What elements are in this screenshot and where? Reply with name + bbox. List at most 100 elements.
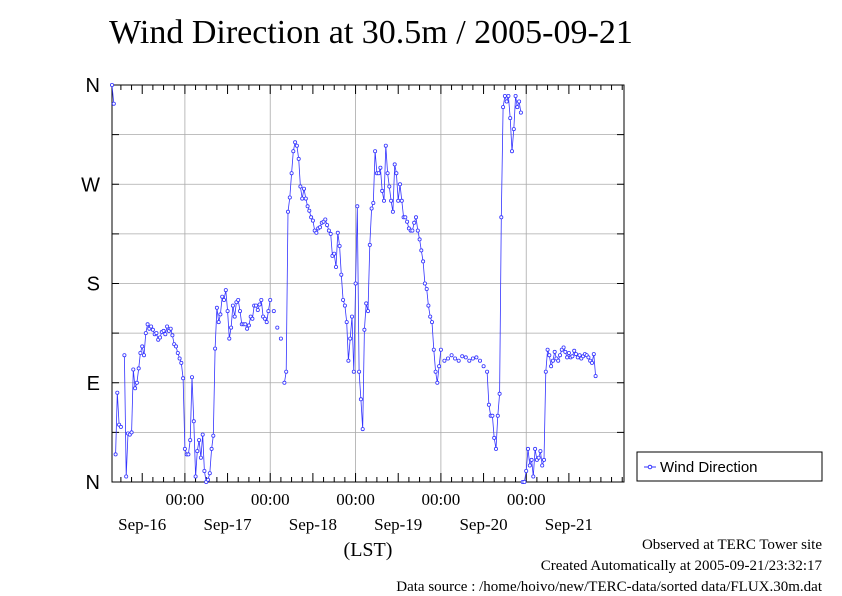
data-point <box>445 356 450 361</box>
x-tick-date-label: Sep-19 <box>374 515 422 534</box>
data-point <box>287 195 292 200</box>
data-point <box>486 402 491 407</box>
data-point <box>419 248 424 253</box>
data-point <box>373 149 378 154</box>
data-point <box>493 446 498 451</box>
data-point <box>182 446 187 451</box>
data-point <box>536 455 541 460</box>
data-point <box>110 83 115 88</box>
data-point <box>189 375 194 380</box>
data-point <box>412 220 417 225</box>
data-point <box>271 309 276 314</box>
data-point <box>195 449 200 454</box>
data-point <box>433 369 438 374</box>
data-point <box>353 281 358 286</box>
data-point <box>518 110 523 115</box>
data-point <box>460 354 465 359</box>
footer-observed: Observed at TERC Tower site <box>641 537 822 553</box>
data-point <box>364 301 369 306</box>
data-point <box>538 449 543 454</box>
data-point <box>314 230 319 235</box>
data-point <box>207 471 212 476</box>
y-tick-label: N <box>86 75 100 97</box>
data-point <box>574 352 579 357</box>
data-point <box>257 302 262 307</box>
data-point <box>141 353 146 358</box>
data-point <box>230 303 235 308</box>
data-point <box>305 204 310 209</box>
data-point <box>383 143 388 148</box>
data-point <box>134 380 139 385</box>
data-point <box>515 105 520 110</box>
data-point <box>124 474 129 479</box>
data-point <box>435 380 440 385</box>
data-point <box>168 326 173 331</box>
data-point <box>294 143 299 148</box>
data-point <box>243 322 248 327</box>
data-point <box>371 200 376 205</box>
grid <box>112 85 624 482</box>
data-point <box>387 184 392 189</box>
data-point <box>232 314 237 319</box>
data-point <box>527 463 532 468</box>
data-point <box>550 358 555 363</box>
data-point <box>337 243 342 248</box>
data-point <box>566 350 571 355</box>
data-point <box>403 215 408 220</box>
data-point <box>431 347 436 352</box>
data-point <box>342 303 347 308</box>
data-point <box>177 356 182 361</box>
data-point <box>225 309 230 314</box>
data-point <box>214 305 219 310</box>
data-point <box>533 446 538 451</box>
data-point <box>490 413 495 418</box>
data-point <box>591 352 596 357</box>
data-point <box>259 297 264 302</box>
data-point <box>179 360 184 365</box>
data-point <box>499 215 504 220</box>
data-point <box>477 358 482 363</box>
data-point <box>264 320 269 325</box>
data-point <box>556 358 561 363</box>
x-tick-time-label: 00:00 <box>166 490 205 509</box>
footer-created: Created Automatically at 2005-09-21/23:3… <box>540 558 822 574</box>
x-tick-date-label: Sep-18 <box>289 515 337 534</box>
data-point <box>253 303 258 308</box>
data-point <box>492 435 497 440</box>
data-point <box>186 452 191 457</box>
data-point <box>381 198 386 203</box>
data-point <box>300 196 305 201</box>
data-point <box>255 307 260 312</box>
data-point <box>547 353 552 358</box>
data-point <box>399 198 404 203</box>
data-point <box>421 259 426 264</box>
data-point <box>211 433 216 438</box>
data-point <box>362 327 367 332</box>
data-point <box>200 432 205 437</box>
data-point <box>140 344 145 349</box>
footer-source: Data source : /home/hoivo/new/TERC-data/… <box>396 579 822 595</box>
data-point <box>413 215 418 220</box>
data-point <box>326 228 331 233</box>
data-point <box>593 374 598 379</box>
data-point <box>150 327 155 332</box>
legend-marker <box>647 464 653 470</box>
data-point <box>339 272 344 277</box>
data-point <box>188 438 193 443</box>
y-tick-label: E <box>87 373 100 395</box>
x-tick-time-label: 00:00 <box>507 490 546 509</box>
data-point <box>246 323 251 328</box>
data-point <box>165 324 170 329</box>
data-point <box>355 204 360 209</box>
data-point <box>293 140 298 145</box>
data-point <box>221 297 226 302</box>
data-point <box>118 424 123 429</box>
data-point <box>285 209 290 214</box>
data-point <box>349 314 354 319</box>
data-point <box>357 369 362 374</box>
data-point <box>417 237 422 242</box>
data-point <box>170 333 175 338</box>
data-point <box>565 355 570 360</box>
data-point <box>198 455 203 460</box>
